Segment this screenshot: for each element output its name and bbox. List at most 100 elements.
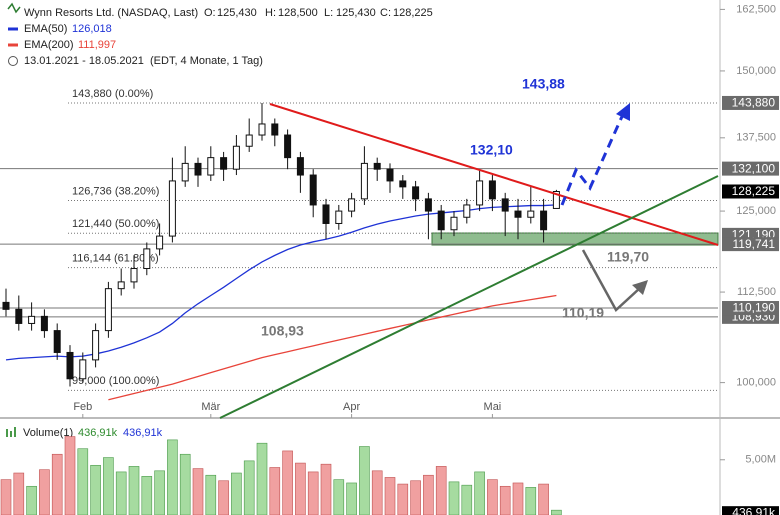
candle-body (424, 198, 432, 212)
candle-body (232, 145, 240, 170)
support-zone (431, 232, 719, 246)
icon (7, 2, 21, 14)
candle-body (271, 123, 279, 136)
candle-body (156, 235, 164, 250)
volume-bar (115, 471, 127, 515)
quote-value: 128,225 (393, 7, 433, 19)
volume-bar (64, 436, 76, 515)
candle-body (360, 162, 368, 200)
volume-bar (256, 442, 268, 515)
price-tag (722, 237, 779, 252)
volume-bar (103, 457, 114, 515)
icon (10, 431, 12, 437)
volume-bar (448, 481, 460, 515)
volume-bar (525, 487, 537, 515)
candle-body (181, 162, 189, 182)
candle-body (501, 198, 509, 212)
volume-bar (192, 468, 204, 515)
annotation: 110,19 (562, 305, 604, 321)
x-tick-label: Feb (73, 401, 92, 413)
y-tick-label: 162,500 (736, 3, 776, 15)
volume-bar (435, 466, 447, 515)
candle-body (284, 134, 292, 159)
icon (14, 427, 16, 437)
candle-body (527, 210, 535, 218)
arrow-head (616, 103, 630, 121)
annotation: 132,10 (470, 142, 513, 158)
quote-value: 125,430 (336, 7, 376, 19)
candle-body (143, 248, 151, 270)
x-tick-label: Apr (343, 401, 360, 413)
arrow-head (632, 280, 648, 295)
overlay-lines: 143,88 132,10 119,70 110,19 108,93 (219, 76, 719, 419)
annotation: 119,70 (607, 249, 649, 265)
x-tick-label: Mai (484, 401, 502, 413)
candle-body (552, 190, 560, 209)
quote-label: O: (204, 7, 216, 19)
volume-bar (0, 479, 12, 515)
price-tag (722, 184, 779, 199)
candle-body (28, 315, 36, 324)
candle-body (220, 157, 228, 170)
candle-body (309, 174, 317, 206)
volume-bar (359, 446, 370, 515)
period-note: (EDT, 4 Monate, 1 Tag) (150, 55, 263, 67)
volume-bar (307, 471, 319, 515)
volume-bar (179, 453, 191, 515)
candle-body (79, 359, 87, 380)
legend-value: 126,018 (72, 23, 112, 35)
annotation: 108,93 (261, 323, 304, 339)
fib-label: 143,880 (0.00%) (72, 88, 153, 100)
ema-line (108, 294, 557, 401)
arrow (581, 249, 641, 312)
volume-bar (77, 448, 89, 515)
candle-body (348, 198, 356, 212)
price-tag-label: 132,100 (732, 161, 776, 175)
volume-bar (346, 482, 357, 515)
volume-bar (154, 470, 165, 515)
volume-bar (384, 477, 396, 515)
candle-body (258, 123, 266, 136)
candle-body (15, 308, 23, 324)
volume-bar (51, 453, 63, 515)
volume-bar (128, 466, 140, 515)
price-tag (722, 161, 779, 176)
volume-bar (90, 464, 101, 515)
volume-bar (13, 472, 25, 515)
candle-body (53, 330, 61, 353)
volume-bar (474, 471, 485, 515)
volume-bar (538, 483, 549, 515)
candle-body (540, 210, 548, 231)
candle-body (245, 134, 253, 147)
fib-label: 121,440 (50.00%) (72, 218, 159, 230)
overlay-shapes (431, 232, 719, 246)
volume-value: 436,91k (78, 427, 118, 439)
volume-bar (397, 483, 409, 515)
volume-tag-label: 436,91k (732, 505, 776, 515)
fib-label: 126,736 (38.20%) (72, 185, 159, 197)
y-tick-label: 5,00M (745, 454, 776, 466)
x-tick-label: Mär (201, 401, 220, 413)
quote-value: 128,500 (278, 7, 318, 19)
legend-label: EMA(200) (24, 39, 74, 51)
candle-body (2, 301, 10, 310)
volume-legend: Volume(1) 436,91k 436,91k (6, 427, 163, 439)
candle-body (437, 210, 445, 231)
y-tick-label: 112,500 (737, 286, 776, 298)
price-tag-label: 143,880 (732, 96, 776, 110)
icon (6, 429, 8, 437)
quote-label: C: (380, 7, 391, 19)
y-tick-label: 137,500 (736, 132, 776, 144)
arrow (560, 111, 626, 206)
candle-body (412, 186, 420, 200)
candle-body (476, 180, 484, 206)
price-tag-label: 128,225 (732, 184, 776, 198)
trend-line (219, 175, 719, 419)
candle-body (66, 351, 74, 380)
price-tag (722, 95, 779, 110)
volume-name: Volume(1) (23, 427, 73, 439)
candle-body (296, 157, 304, 176)
candle-body (373, 162, 381, 170)
price-tag-label: 110,190 (733, 301, 776, 315)
